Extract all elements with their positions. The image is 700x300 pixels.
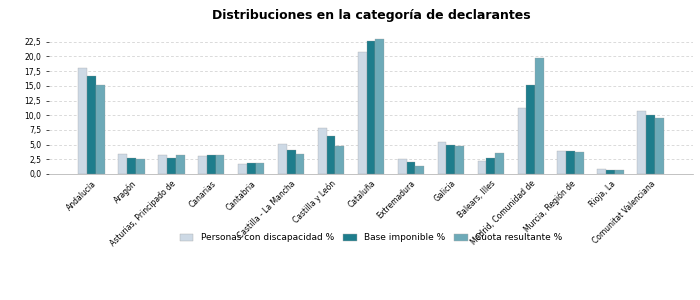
Bar xyxy=(615,170,624,174)
Bar xyxy=(256,164,265,174)
Bar xyxy=(207,154,216,174)
Bar xyxy=(247,164,256,174)
Bar xyxy=(646,115,655,174)
Bar xyxy=(415,166,424,174)
Bar xyxy=(358,52,367,174)
Bar xyxy=(398,159,407,174)
Title: Distribuciones en la categoría de declarantes: Distribuciones en la categoría de declar… xyxy=(211,9,531,22)
Bar xyxy=(327,136,335,174)
Bar xyxy=(278,144,287,174)
Bar xyxy=(566,151,575,174)
Bar xyxy=(375,39,384,174)
Bar xyxy=(455,146,464,174)
Bar xyxy=(335,146,344,174)
Bar xyxy=(438,142,447,174)
Bar xyxy=(198,156,207,174)
Bar xyxy=(118,154,127,174)
Bar xyxy=(176,155,185,174)
Bar xyxy=(477,161,486,174)
Legend: Personas con discapacidad %, Base imponible %, Cuota resultante %: Personas con discapacidad %, Base imponi… xyxy=(176,230,566,246)
Bar xyxy=(78,68,87,174)
Bar xyxy=(407,162,415,174)
Bar xyxy=(216,154,225,174)
Bar xyxy=(318,128,327,174)
Bar xyxy=(517,108,526,174)
Bar xyxy=(526,85,535,174)
Bar xyxy=(167,158,176,174)
Bar xyxy=(287,150,295,174)
Bar xyxy=(486,158,495,174)
Bar xyxy=(557,151,566,174)
Bar xyxy=(367,41,375,174)
Bar xyxy=(295,154,304,174)
Bar xyxy=(606,170,615,174)
Bar xyxy=(638,111,646,174)
Bar xyxy=(495,153,504,174)
Bar xyxy=(535,58,544,174)
Bar xyxy=(136,159,145,174)
Bar xyxy=(238,164,247,174)
Bar xyxy=(87,76,96,174)
Bar xyxy=(597,169,606,174)
Bar xyxy=(575,152,584,174)
Bar xyxy=(447,145,455,174)
Bar xyxy=(96,85,104,174)
Bar xyxy=(655,118,664,174)
Bar xyxy=(158,155,167,174)
Bar xyxy=(127,158,136,174)
